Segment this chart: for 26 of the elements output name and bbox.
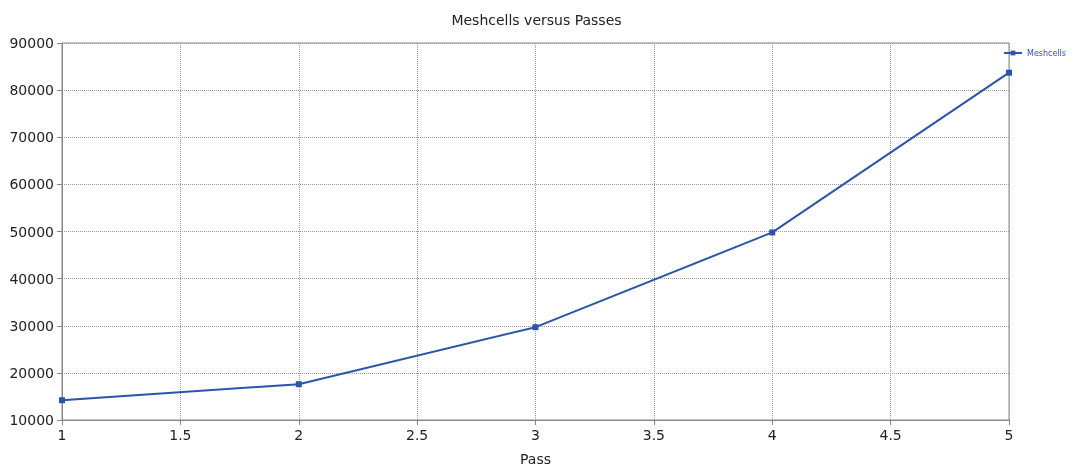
y-tick-label: 30000 bbox=[9, 317, 54, 334]
x-tick-label: 2 bbox=[294, 427, 304, 443]
x-tick-label: 2.5 bbox=[405, 427, 429, 443]
x-axis-title: Pass bbox=[520, 451, 551, 467]
point bbox=[769, 229, 776, 236]
y-tick-label: 70000 bbox=[9, 129, 54, 146]
y-tick-label: 10000 bbox=[9, 412, 54, 428]
y-tick-label: 90000 bbox=[9, 35, 54, 51]
x-tick-label: 5 bbox=[1004, 427, 1014, 443]
y-tick-label: 50000 bbox=[9, 223, 54, 240]
legend-label: Meshcells bbox=[1027, 48, 1066, 58]
y-tick-label: 20000 bbox=[9, 364, 54, 381]
point bbox=[295, 381, 302, 388]
x-tick-label: 4 bbox=[767, 427, 777, 443]
y-tick-label: 40000 bbox=[9, 270, 54, 287]
x-tick-label: 4.5 bbox=[879, 427, 902, 443]
chart-title: Meshcells versus Passes bbox=[451, 12, 622, 28]
x-tick-label: 1 bbox=[57, 427, 67, 443]
x-tick-label: 3 bbox=[531, 427, 540, 443]
x-tick-label: 3.5 bbox=[642, 427, 666, 443]
point bbox=[1006, 69, 1012, 76]
point bbox=[532, 324, 539, 331]
y-tick-label: 80000 bbox=[9, 82, 54, 99]
point bbox=[59, 397, 65, 404]
x-tick-label: 1.5 bbox=[169, 427, 192, 443]
y-tick-label: 60000 bbox=[9, 176, 54, 193]
